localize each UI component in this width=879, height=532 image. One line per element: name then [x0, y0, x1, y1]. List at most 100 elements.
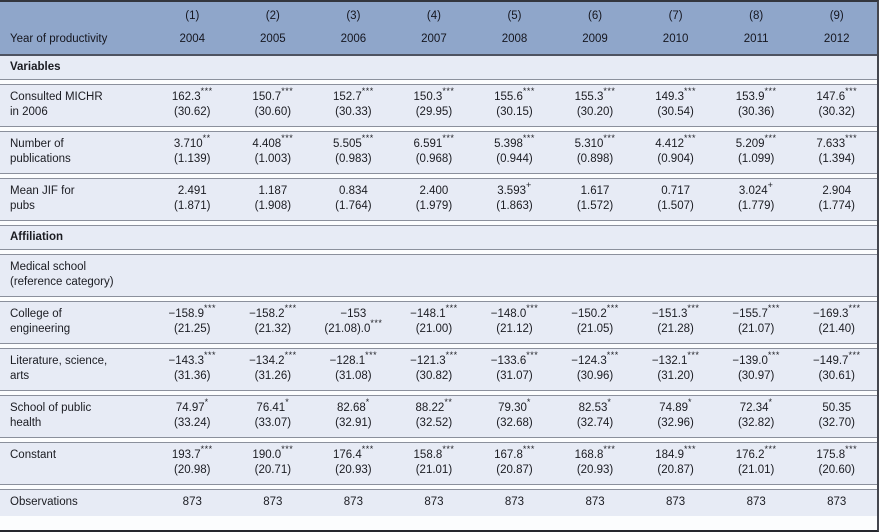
- coefficient-value: 152.7***: [332, 86, 374, 103]
- coefficient-value: −158.2***: [249, 303, 297, 320]
- data-cell: 873: [313, 495, 394, 510]
- standard-error-value: (0.898): [576, 153, 614, 165]
- coefficient-value: −148.1***: [410, 303, 458, 320]
- significance-marker: +: [767, 180, 774, 191]
- row-label: Medical school (reference category): [0, 260, 152, 290]
- row-separator-gap: [0, 485, 877, 489]
- significance-marker: ***: [442, 444, 455, 455]
- significance-marker: ***: [845, 133, 858, 144]
- coefficient-value: 162.3***: [171, 86, 213, 103]
- data-cell: 176.4*** (20.93): [313, 445, 394, 478]
- significance-marker: ***: [526, 350, 539, 361]
- data-cell: −158.2*** (21.32): [233, 303, 314, 337]
- significance-marker: ***: [284, 303, 297, 314]
- data-cell: −143.3*** (31.36): [152, 350, 233, 384]
- significance-marker: ***: [281, 444, 294, 455]
- table-row-mean-jif-for-pubs: Mean JIF for pubs 2.491 (1.871) 1.187 (1.908)…: [0, 178, 877, 221]
- table-row-school-of-public-health: School of public health 74.97* (33.24) 76.41…: [0, 395, 877, 438]
- coefficient-value: 0.834: [338, 185, 368, 197]
- data-cell: 147.6*** (30.32): [796, 87, 877, 120]
- significance-marker: *: [285, 397, 290, 408]
- data-cell: 0.834 (1.764): [313, 184, 394, 214]
- significance-marker: ***: [767, 350, 780, 361]
- data-cell: 72.34* (32.82): [716, 398, 797, 431]
- coefficient-value: 5.310***: [574, 133, 616, 150]
- data-cell: 150.3*** (29.95): [394, 87, 475, 120]
- coefficient-value: 873: [263, 496, 283, 508]
- data-cell: 2.904 (1.774): [796, 184, 877, 214]
- year-2005: 2005: [260, 33, 286, 45]
- standard-error-value: (33.24): [174, 417, 211, 429]
- model-number-4: (4): [426, 10, 441, 22]
- significance-marker: ***: [764, 86, 777, 97]
- standard-error-value: (32.68): [496, 417, 533, 429]
- table-row-consulted-michr-in-2006: Consulted MICHR in 2006 162.3*** (30.62) 150…: [0, 84, 877, 127]
- data-cell: 5.310*** (0.898): [555, 133, 636, 167]
- row-label-line: College of: [10, 308, 62, 320]
- significance-marker: ***: [606, 350, 619, 361]
- data-cell: 175.8*** (20.60): [796, 444, 877, 478]
- standard-error-value: (21.32): [254, 323, 292, 335]
- data-cell: −148.0*** (21.12): [474, 304, 555, 337]
- coefficient-value: 6.591***: [413, 133, 455, 150]
- coefficient-value: 76.41*: [256, 397, 290, 414]
- significance-marker: ***: [606, 303, 619, 314]
- significance-marker: ***: [764, 133, 777, 144]
- data-cell: −139.0*** (30.97): [716, 351, 797, 384]
- coefficient-value: −124.3***: [571, 350, 619, 367]
- significance-marker: ***: [442, 86, 455, 97]
- standard-error-value: (21.05): [576, 323, 614, 335]
- significance-marker: ***: [845, 444, 858, 455]
- standard-error-value: (21.08).0***: [324, 318, 383, 335]
- standard-error-value: (20.87): [657, 464, 694, 476]
- data-row-grid: Mean JIF for pubs 2.491 (1.871) 1.187 (1.908)…: [0, 179, 877, 220]
- standard-error-value: (21.28): [657, 323, 694, 335]
- coefficient-value: 176.2***: [735, 444, 777, 461]
- standard-error-value: (1.139): [174, 153, 211, 165]
- coefficient-value: −143.3***: [168, 350, 217, 367]
- significance-marker: *: [687, 397, 692, 408]
- row-label-line: Consulted MICHR: [10, 91, 103, 103]
- data-cell: −132.1*** (31.20): [635, 350, 716, 384]
- significance-marker: ***: [522, 133, 535, 144]
- model-number-1: (1): [185, 10, 200, 22]
- data-cell: 74.89* (32.96): [635, 398, 716, 431]
- coefficient-value: −153: [340, 308, 367, 320]
- data-cell: 873: [716, 495, 797, 510]
- coefficient-value: −132.1***: [651, 350, 700, 367]
- coefficient-value: 5.398***: [494, 133, 535, 150]
- data-row-grid: Number of publications 3.710** (1.139) 4.408…: [0, 132, 877, 173]
- row-label-line: Mean JIF for: [10, 185, 75, 197]
- standard-error-value: (31.08): [335, 370, 372, 382]
- data-cell: −134.2*** (31.26): [233, 351, 314, 384]
- data-cell: 3.710** (1.139): [152, 134, 233, 167]
- row-label: Constant: [0, 448, 152, 463]
- model-number-9: (9): [829, 10, 844, 22]
- table-row-observations: Observations 873 873 873 873 873 873 873 873 873: [0, 489, 877, 516]
- coefficient-value: 88.22**: [415, 397, 453, 414]
- coefficient-value: 5.209***: [735, 133, 777, 150]
- standard-error-value: (0.968): [415, 153, 453, 165]
- standard-error-value: (31.26): [254, 370, 292, 382]
- standard-error-value: (1.099): [737, 153, 775, 165]
- year-of-productivity-label: Year of productivity: [10, 33, 108, 45]
- significance-marker: ***: [683, 444, 696, 455]
- significance-marker: ***: [445, 303, 458, 314]
- significance-marker: ***: [526, 303, 539, 314]
- standard-error-value: (30.20): [576, 106, 614, 118]
- standard-error-value: (30.96): [576, 370, 614, 382]
- standard-error-value: (32.96): [657, 417, 694, 429]
- header-model-numbers-row: (1) (2) (3) (4) (5) (6) (7) (8) (9): [0, 9, 877, 23]
- coefficient-value: 873: [343, 496, 363, 508]
- standard-error-value: (21.01): [415, 464, 453, 476]
- data-cell: 162.3*** (30.62): [152, 86, 233, 120]
- standard-error-value: (1.572): [576, 200, 614, 212]
- data-cell: 873: [152, 495, 233, 510]
- significance-marker: *: [204, 397, 209, 408]
- coefficient-value: 175.8***: [816, 444, 858, 461]
- coefficient-value: 2.400: [419, 185, 449, 197]
- significance-marker: ***: [204, 303, 217, 314]
- row-separator-gap: [0, 174, 877, 178]
- standard-error-value: (21.07): [737, 323, 775, 335]
